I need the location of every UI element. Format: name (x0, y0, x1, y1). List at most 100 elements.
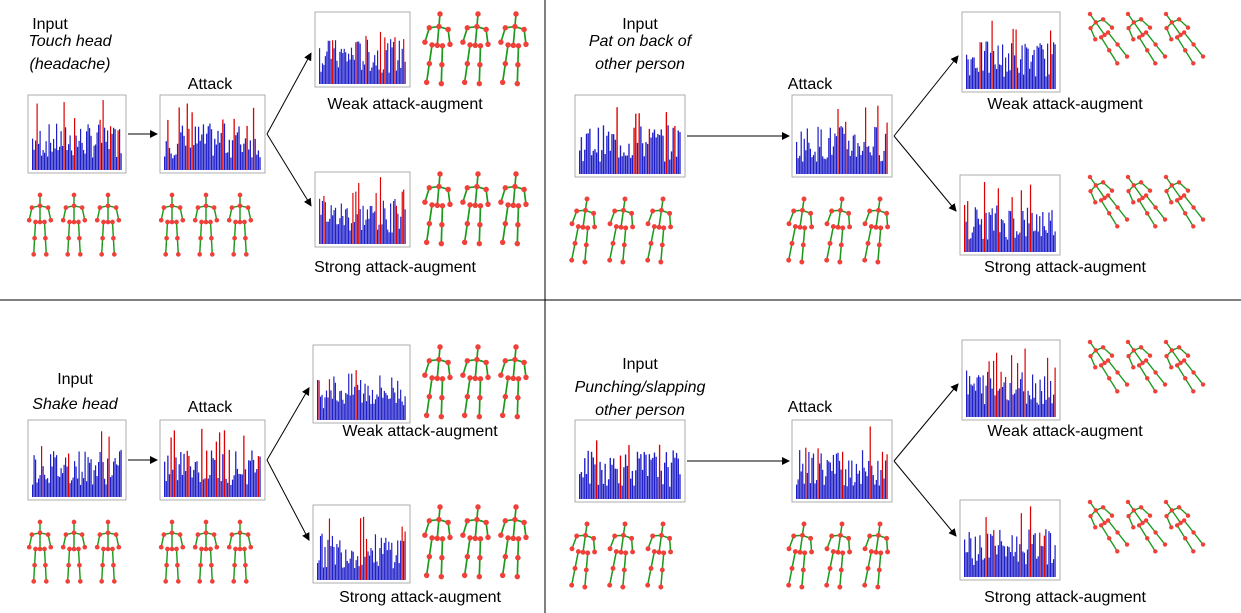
mini-bar (679, 474, 680, 499)
mini-bar (979, 225, 980, 252)
mini-bar (1038, 231, 1039, 252)
mini-bar (1018, 562, 1019, 577)
mini-bar (65, 457, 66, 497)
mini-bar (618, 483, 619, 499)
bone (838, 210, 840, 227)
mini-bar (349, 60, 350, 84)
mini-bar (666, 452, 667, 499)
mini-bar (397, 381, 398, 420)
joint (95, 545, 100, 550)
mini-bar (853, 136, 854, 174)
mini-bar (1024, 553, 1025, 577)
mini-bar (981, 393, 982, 417)
mini-bar (328, 41, 329, 84)
bone (429, 205, 432, 224)
mini-bar (674, 458, 675, 499)
mini-bar (610, 151, 611, 174)
mini-bar (996, 353, 997, 417)
mini-bar (1032, 55, 1033, 89)
mini-bar (1022, 372, 1023, 417)
mini-bar (190, 466, 191, 497)
mini-bar (174, 430, 175, 497)
mini-bar (879, 485, 880, 499)
joint (521, 27, 527, 33)
mini-bar (384, 391, 385, 420)
mini-bar (381, 538, 382, 580)
mini-bar (999, 232, 1000, 252)
joint (170, 520, 175, 525)
mini-bar (584, 458, 585, 499)
mini-bar (366, 401, 367, 420)
joint (622, 567, 628, 573)
mini-bar (1038, 405, 1039, 417)
mini-bar (38, 479, 39, 497)
joint (877, 242, 883, 248)
mini-bar (996, 69, 997, 89)
joint (1130, 364, 1136, 370)
mini-bar (342, 53, 343, 84)
mini-bar (1015, 552, 1016, 577)
joint (44, 579, 49, 584)
mini-bar (847, 486, 848, 499)
mini-bar (876, 127, 877, 174)
mini-bar (1019, 544, 1020, 577)
mini-bar (1047, 233, 1048, 252)
joint (106, 530, 111, 535)
joint (576, 224, 582, 230)
joint (584, 567, 590, 573)
mini-bar (55, 148, 56, 170)
mini-bar (657, 134, 658, 174)
mini-bar (679, 132, 680, 174)
mini-bar (844, 485, 845, 499)
joint (106, 547, 111, 552)
mini-bar (863, 142, 864, 174)
mini-bar (245, 138, 246, 170)
mini-bar (584, 150, 585, 174)
mini-bar (630, 158, 631, 174)
mini-bar (329, 41, 330, 84)
mini-bar (371, 206, 372, 244)
skeleton (640, 195, 677, 266)
bone (651, 226, 654, 243)
mini-bar (798, 158, 799, 174)
mini-bar (238, 126, 239, 170)
mini-bar (999, 64, 1000, 89)
mini-bar (89, 128, 90, 170)
mini-bar (1046, 400, 1047, 417)
joint (437, 11, 443, 17)
mini-bar (867, 476, 868, 499)
mini-bar (987, 372, 988, 417)
joint (1182, 375, 1188, 381)
bone (441, 539, 444, 558)
mini-bar (361, 70, 362, 84)
joint (476, 81, 482, 87)
joint (231, 252, 236, 257)
joint (521, 187, 527, 193)
skeleton (819, 520, 856, 591)
joint (196, 532, 201, 537)
mini-bar (865, 107, 866, 174)
joint (612, 208, 618, 214)
attack-label: Attack (188, 76, 233, 93)
joint (434, 202, 440, 208)
mini-bar (1007, 72, 1008, 89)
mini-bar (1031, 213, 1032, 252)
joint (614, 549, 620, 555)
attack-label: Attack (188, 399, 233, 416)
bone (35, 222, 36, 238)
mini-bar (379, 375, 380, 420)
joint (505, 202, 511, 208)
mini-bar (382, 554, 383, 580)
mini-bar (1012, 535, 1013, 577)
joint (445, 187, 451, 193)
joint (667, 536, 673, 542)
bone (660, 245, 663, 262)
mini-bar (1025, 44, 1026, 89)
skeleton (418, 503, 455, 580)
joint (483, 187, 489, 193)
mini-bar (356, 370, 357, 420)
joint (1190, 548, 1196, 554)
mini-bar (336, 400, 337, 420)
mini-bar (886, 123, 887, 174)
mini-bar (640, 127, 641, 174)
